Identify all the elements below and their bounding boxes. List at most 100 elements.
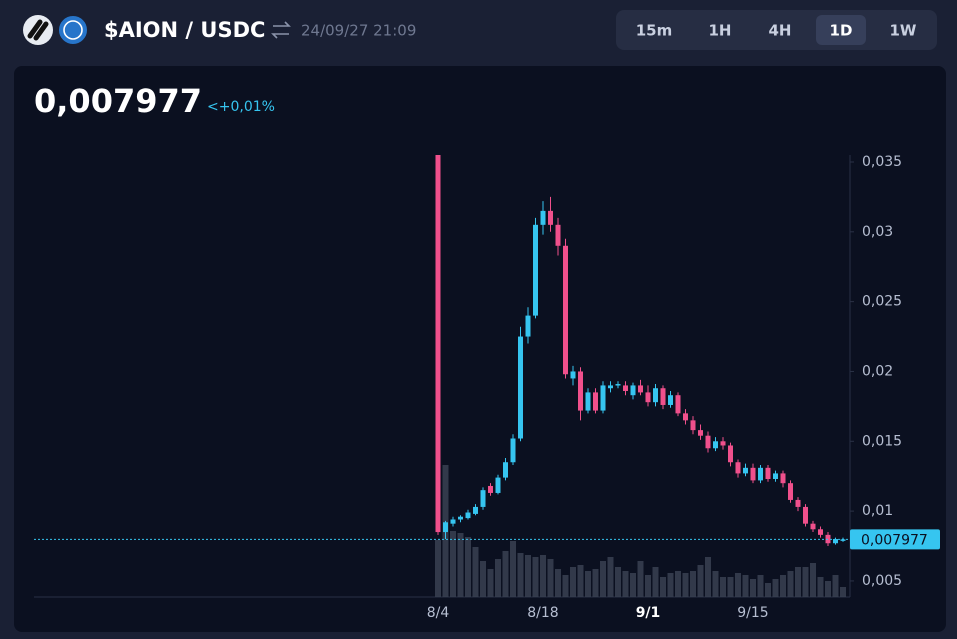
candle-body: [818, 529, 823, 535]
candle-body: [690, 420, 696, 431]
volume-bar: [772, 579, 779, 597]
volume-bar: [757, 575, 764, 597]
interval-button[interactable]: 15m: [636, 22, 673, 40]
candle-body: [608, 385, 613, 389]
x-tick-label: 9/1: [636, 605, 661, 621]
candle-body: [555, 224, 561, 246]
volume-bar: [750, 579, 756, 597]
volume-bar: [577, 565, 584, 597]
candle-body: [458, 516, 463, 520]
volume-bar: [562, 575, 569, 597]
interval-button[interactable]: 1W: [890, 22, 917, 40]
candle-body: [503, 462, 508, 478]
volume-bar: [742, 575, 749, 597]
candle-body: [668, 395, 673, 405]
volume-bar: [727, 577, 734, 597]
volume-bar: [540, 555, 546, 597]
candle-body: [713, 441, 718, 449]
volume-bar: [637, 561, 644, 597]
timestamp: 24/09/27 21:09: [301, 22, 416, 40]
candle-body: [518, 336, 523, 439]
volume-bar: [450, 531, 456, 597]
volume-bar: [675, 571, 681, 597]
candle-body: [533, 224, 538, 316]
candle-body: [728, 445, 733, 463]
volume-bar: [592, 569, 599, 597]
candle-body: [450, 519, 456, 524]
volume-bar: [810, 563, 816, 597]
x-tick-label: 8/18: [527, 605, 558, 621]
volume-bar: [765, 583, 771, 597]
candle-body: [743, 467, 748, 474]
candle-body: [563, 245, 568, 375]
candle-body: [653, 388, 658, 403]
volume-bar: [615, 567, 621, 597]
candle-body: [833, 539, 838, 544]
volume-bar: [600, 561, 606, 597]
volume-bar: [682, 573, 689, 597]
candle-body: [720, 441, 726, 446]
pair-title: $AION / USDC: [104, 18, 265, 42]
price-change: <+0,01%: [207, 99, 275, 115]
candle-body: [840, 539, 846, 541]
volume-bar: [510, 541, 516, 597]
volume-bar: [832, 575, 839, 597]
volume-bar: [817, 577, 824, 597]
volume-bar: [697, 565, 704, 597]
volume-bar: [607, 557, 614, 597]
candle-body: [540, 210, 546, 225]
volume-bar: [547, 559, 554, 597]
candle-body: [600, 385, 606, 411]
usdc-icon: [57, 14, 89, 46]
volume-bar: [720, 577, 726, 597]
candle-body: [435, 155, 441, 533]
volume-bar: [495, 559, 501, 597]
volume-bar: [802, 567, 809, 597]
swap-icon[interactable]: [271, 21, 291, 39]
candle-body: [788, 483, 793, 500]
y-tick-label: 0,02: [862, 363, 893, 379]
candle-body: [683, 413, 688, 421]
volume-bar: [705, 557, 711, 597]
volume-bar: [502, 551, 509, 597]
y-tick-label: 0,03: [862, 224, 893, 240]
candle-body: [758, 467, 763, 481]
interval-button[interactable]: 1H: [709, 22, 732, 40]
candle-body: [750, 467, 756, 481]
volume-bar: [690, 571, 696, 597]
candle-body: [645, 392, 651, 403]
candle-body: [443, 522, 448, 533]
interval-button[interactable]: 4H: [769, 22, 792, 40]
candle-body: [638, 385, 643, 393]
volume-bar: [465, 537, 471, 597]
candle-body: [570, 371, 576, 379]
candle-body: [675, 395, 681, 414]
volume-bar: [787, 571, 794, 597]
volume-bar: [555, 569, 561, 597]
volume-bar: [435, 540, 441, 597]
token-icon-glyph: [27, 19, 49, 41]
volume-bar: [457, 533, 464, 597]
candle-body: [623, 385, 628, 392]
candle-body: [585, 392, 591, 411]
candle-body: [593, 392, 598, 411]
y-tick-label: 0,035: [862, 154, 902, 170]
interval-active-bg: [816, 15, 866, 45]
candle-body: [480, 490, 486, 507]
volume-bar: [622, 571, 629, 597]
candle-body: [630, 385, 636, 396]
volume-bar: [480, 561, 486, 597]
volume-bar: [517, 553, 524, 597]
volume-bar: [735, 573, 741, 597]
interval-button[interactable]: 1D: [830, 22, 853, 40]
volume-bar: [780, 575, 786, 597]
last-price-label: 0,007977: [861, 532, 928, 548]
volume-bar: [472, 547, 479, 597]
price: 0,007977: [34, 82, 202, 120]
candle-body: [495, 477, 501, 493]
volume-bar: [487, 569, 494, 597]
candle-body: [525, 315, 531, 337]
volume-bar: [660, 577, 666, 597]
y-tick-label: 0,015: [862, 433, 902, 449]
